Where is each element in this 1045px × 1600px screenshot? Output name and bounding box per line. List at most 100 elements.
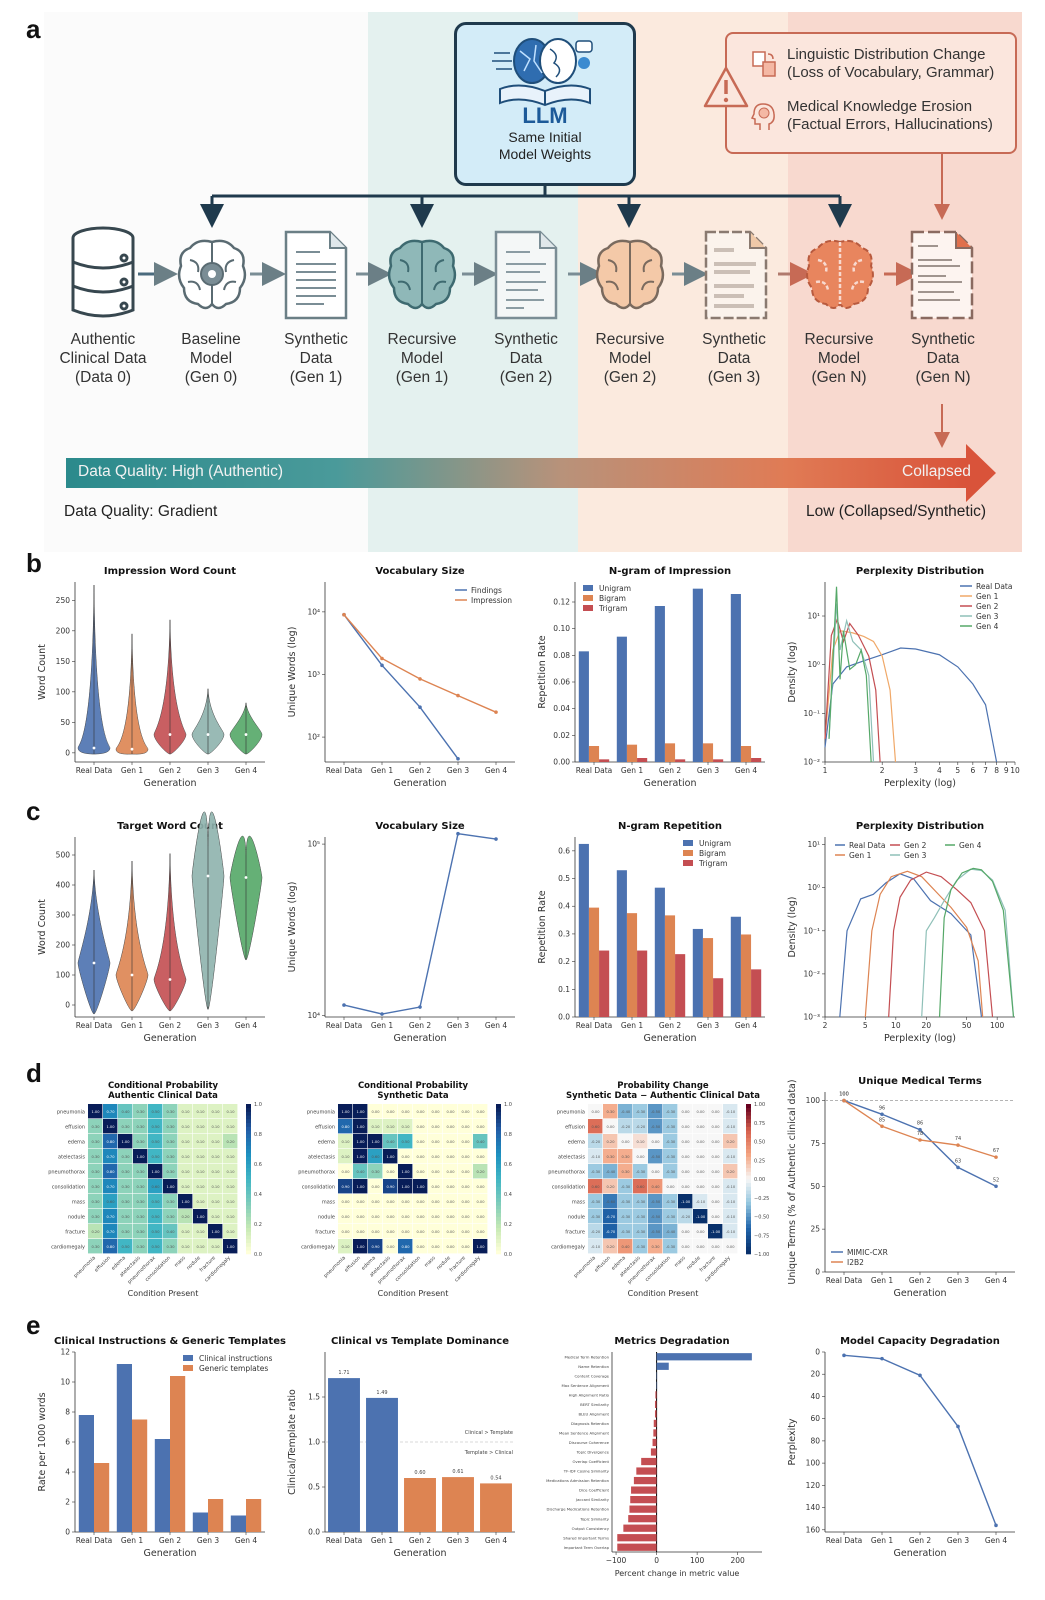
colorbar-segment: [246, 1220, 251, 1225]
heatmap-cell-value: 0.00: [386, 1215, 395, 1219]
heatmap-cell-value: 0.00: [651, 1140, 660, 1144]
heatmap-cell: [398, 1224, 413, 1239]
colorbar-segment: [746, 1119, 751, 1124]
data-point: [380, 1012, 384, 1016]
colorbar-segment: [246, 1242, 251, 1247]
y-tick-label: 0: [65, 1001, 70, 1010]
legend-label: Gen 1: [976, 592, 999, 601]
heatmap-cell-value: 0.00: [476, 1200, 485, 1204]
heatmap-cell-value: 1.00: [196, 1215, 205, 1219]
y-tick-label: 0.6: [558, 846, 570, 855]
heatmap-cell: [148, 1104, 163, 1119]
density-line: [921, 868, 1015, 1018]
flow-step-label-line: (Gen 1): [289, 369, 343, 386]
heatmap-cell-value: 0.00: [711, 1140, 720, 1144]
heatmap-cell-value: 0.00: [681, 1110, 690, 1114]
colorbar-tick-label: 1.0: [504, 1102, 512, 1108]
heatmap-cell-value: 0.00: [431, 1125, 440, 1129]
heatmap-cell: [723, 1209, 738, 1224]
y-tick-label: 0.00: [553, 758, 570, 767]
data-point: [494, 710, 498, 714]
colorbar-segment: [496, 1137, 501, 1142]
data-point: [456, 693, 460, 698]
heatmap-cell: [208, 1209, 223, 1224]
heatmap-cell: [163, 1164, 178, 1179]
data-point: [456, 831, 460, 836]
heatmap-cell-value: -0.10: [591, 1155, 601, 1159]
heatmap-cell: [473, 1149, 488, 1164]
heatmap-cell: [413, 1119, 428, 1134]
heatmap-cell-value: 0.30: [91, 1215, 100, 1219]
x-tick-label: 50: [962, 1021, 972, 1030]
y-tick-label: 0.5: [308, 1483, 320, 1492]
heatmap-cell-value: 0.30: [121, 1155, 130, 1159]
col-label: pneumonia: [73, 1255, 97, 1279]
y-tick-label: 0.0: [308, 1528, 320, 1537]
y-tick-label: 200: [56, 941, 71, 950]
heatmap-cell-value: 0.00: [446, 1170, 455, 1174]
colorbar-segment: [496, 1224, 501, 1229]
heatmap-cell: [723, 1104, 738, 1119]
heatmap-cell-value: 0.00: [681, 1125, 690, 1129]
row-label: fracture: [315, 1229, 335, 1235]
chart-title: Unique Medical Terms: [858, 1076, 982, 1087]
colorbar-tick-label: 0.25: [754, 1158, 765, 1164]
heatmap-cell-value: 1.00: [356, 1155, 365, 1159]
heatmap-cell-value: 0.30: [136, 1215, 145, 1219]
heatmap-cell-value: 0.00: [461, 1155, 470, 1159]
heatmap-cell: [353, 1209, 368, 1224]
heatmap-cell-value: 0.00: [446, 1200, 455, 1204]
chart-metrics-degradation: Metrics Degradation −100 0 100 200 Percent ch…: [530, 1330, 775, 1594]
bar: [626, 744, 638, 762]
heatmap-cell: [398, 1119, 413, 1134]
heatmap-cell-value: 0.00: [711, 1245, 720, 1249]
heatmap-cell: [648, 1164, 663, 1179]
heatmap-cell: [163, 1149, 178, 1164]
y-tick-label: 25: [810, 1225, 820, 1234]
y-tick-label: 1.5: [308, 1393, 320, 1402]
bar: [588, 907, 600, 1017]
heatmap-cell-value: 0.00: [416, 1170, 425, 1174]
bar-value-label: 1.49: [376, 1390, 387, 1396]
x-tick-label: Gen 2: [159, 766, 182, 775]
chart-svg: Model Capacity Degradation Generation Perp…: [787, 1336, 1015, 1559]
legend-label: MIMIC-CXR: [847, 1248, 888, 1257]
heatmap-cell: [723, 1194, 738, 1209]
heatmap-cell-value: 0.10: [181, 1110, 190, 1114]
legend-swatch: [583, 585, 593, 591]
category-label: Dice Coefficient: [579, 1488, 609, 1493]
heatmap-cell: [193, 1179, 208, 1194]
heatmap-cell: [163, 1134, 178, 1149]
colorbar-segment: [246, 1239, 251, 1244]
x-tick-label: Gen 2: [909, 1536, 932, 1545]
flow-step-label: Baseline Model (Gen 0): [156, 330, 266, 387]
y-tick-label: 150: [56, 657, 71, 666]
heatmap-cell: [473, 1119, 488, 1134]
legend-label: Trigram: [598, 604, 627, 613]
heatmap-cell: [648, 1149, 663, 1164]
chart-subtitle: Authentic Clinical Data: [108, 1091, 218, 1101]
heatmap-cell: [458, 1164, 473, 1179]
heatmap-cell: [443, 1224, 458, 1239]
bar: [192, 1512, 208, 1532]
heatmap-cell: [603, 1209, 618, 1224]
bar: [641, 1457, 657, 1466]
heatmap-cell: [353, 1224, 368, 1239]
heatmap-cell: [588, 1194, 603, 1209]
legend-swatch: [183, 1365, 193, 1371]
chart-impression-word-count: Impression Word Count Generation Word Coun…: [30, 560, 275, 804]
x-tick-label: 3: [913, 766, 918, 775]
heatmap-cell: [663, 1149, 678, 1164]
heatmap-cell-value: 0.00: [476, 1155, 485, 1159]
heatmap-cell: [208, 1164, 223, 1179]
heatmap-cell-value: 0.50: [151, 1110, 160, 1114]
colorbar-tick-label: 1.00: [754, 1102, 765, 1108]
heatmap-cell: [413, 1149, 428, 1164]
heatmap-cell: [223, 1209, 238, 1224]
y-tick-label: 100: [806, 1459, 821, 1468]
legend-label: Clinical instructions: [199, 1354, 272, 1363]
x-tick-label: 6: [970, 766, 975, 775]
heatmap-cell-value: 0.30: [166, 1215, 175, 1219]
heatmap-cell-value: -0.30: [591, 1200, 601, 1204]
heatmap-cell: [353, 1134, 368, 1149]
